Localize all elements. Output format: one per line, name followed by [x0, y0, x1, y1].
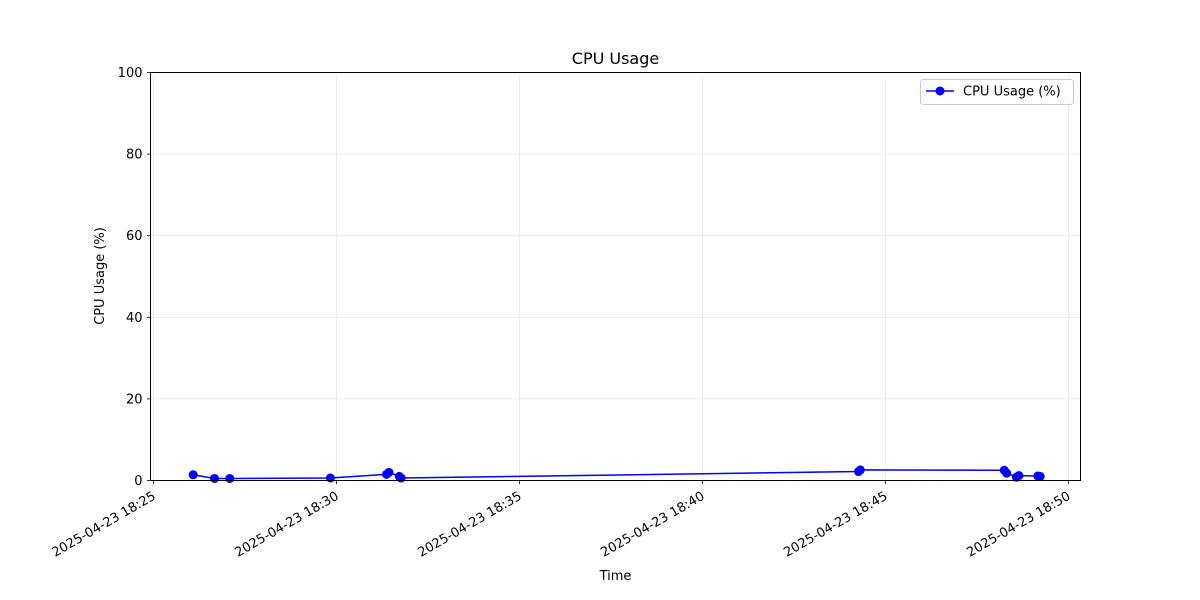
y-tick-label: 60 — [126, 229, 143, 244]
data-point — [188, 470, 198, 480]
y-tick-label: 20 — [126, 392, 143, 407]
legend-marker-swatch — [935, 86, 945, 96]
grid-lines — [150, 72, 1081, 481]
legend: CPU Usage (%) — [920, 79, 1074, 105]
chart-title: CPU Usage — [572, 49, 659, 68]
data-point — [325, 473, 335, 483]
x-tick-label: 2025-04-23 18:25 — [50, 489, 159, 561]
data-point — [225, 473, 235, 483]
data-point — [855, 465, 865, 475]
x-tick-label: 2025-04-23 18:40 — [598, 489, 707, 561]
series-line — [193, 469, 1041, 480]
x-tick-label: 2025-04-23 18:30 — [233, 489, 342, 561]
data-point — [1014, 471, 1024, 481]
y-axis-ticks: 0 20 40 60 80 100 — [118, 66, 151, 489]
data-point — [396, 473, 406, 483]
y-tick-label: 80 — [126, 148, 143, 163]
x-axis-ticks: 2025-04-23 18:25 2025-04-23 18:30 2025-04-… — [50, 480, 1073, 561]
x-tick-label: 2025-04-23 18:35 — [415, 489, 524, 561]
data-point — [1035, 471, 1045, 481]
x-tick-label: 2025-04-23 18:50 — [964, 489, 1073, 561]
y-tick-label: 0 — [134, 474, 142, 489]
data-point — [1002, 468, 1012, 478]
legend-box — [920, 79, 1074, 105]
series-layer — [188, 465, 1045, 483]
y-tick-label: 100 — [118, 66, 143, 81]
y-tick-label: 40 — [126, 311, 143, 326]
x-axis-label: Time — [599, 569, 632, 584]
plot-area-frame — [150, 72, 1081, 481]
x-tick-label: 2025-04-23 18:45 — [781, 489, 890, 561]
legend-label: CPU Usage (%) — [963, 85, 1061, 100]
y-axis-label: CPU Usage (%) — [93, 227, 108, 325]
data-point — [384, 467, 394, 477]
data-point — [210, 473, 220, 483]
